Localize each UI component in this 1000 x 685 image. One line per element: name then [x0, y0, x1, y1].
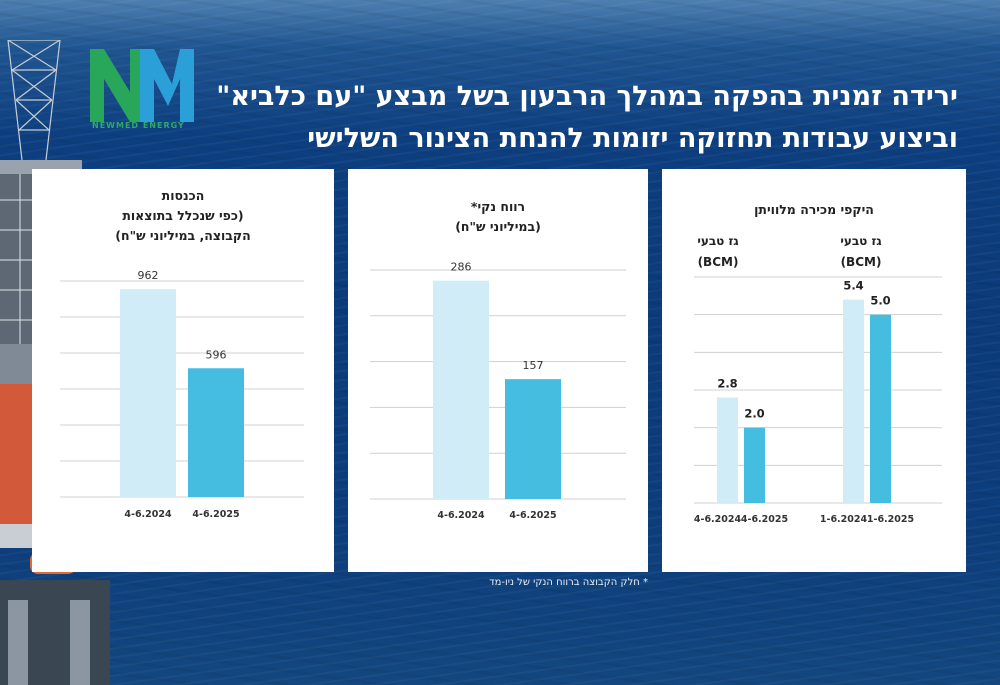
group-1-label: גז טבעי (BCM) [566, 231, 870, 273]
title-line: הכנסות [161, 188, 205, 203]
bar-value-label: 286 [451, 261, 472, 274]
headline-line-2: וביצוע עבודות תחזוקה יזומות להנחת הצינור… [307, 123, 958, 154]
bar-4-6.2025 [744, 427, 765, 503]
x-tick-label: 1-6.2024 [820, 514, 868, 525]
net-profit-chart: 286 4-6.2024 157 4-6.2025 [370, 261, 626, 521]
x-tick-label: 4-6.2024 [694, 514, 742, 525]
sales-volume-chart-panel: היקפי מכירה מלוויתן גז טבעי (BCM) גז טבע… [662, 169, 966, 572]
bar-1-6.2025 [870, 314, 891, 503]
bar-1-6.2024 [843, 299, 864, 503]
x-tick-label: 4-6.2025 [192, 509, 239, 520]
bar-value-label: 962 [138, 269, 159, 282]
bar-value-label: 157 [523, 359, 544, 372]
group-label-line: (BCM) [697, 255, 739, 269]
sales-volume-chart: 2.8 4-6.2024 2.0 4-6.2025 5.4 1-6.2024 5.0 1-6.… [694, 276, 942, 525]
bar-4-6.2024 [120, 289, 176, 497]
headline: ירידה זמנית בהפקה במהלך הרבעון בשל מבצע … [216, 76, 958, 160]
headline-line-1: ירידה זמנית בהפקה במהלך הרבעון בשל מבצע … [216, 81, 958, 112]
bar-4-6.2025 [188, 368, 244, 497]
bar-value-label: 5.0 [870, 294, 890, 308]
bar-value-label: 2.0 [744, 407, 764, 421]
x-tick-label: 4-6.2024 [437, 510, 485, 521]
group-label-line: גז טבעי [697, 234, 739, 248]
x-tick-label: 4-6.2025 [509, 510, 556, 521]
bar-4-6.2024 [433, 280, 489, 499]
net-profit-chart-title: רווח נקי* (במיליוני ש"ח) [348, 197, 648, 237]
group-label-line: גז טבעי [840, 234, 882, 248]
x-tick-label: 4-6.2025 [741, 514, 788, 525]
title-line: רווח נקי* [470, 199, 526, 214]
bar-4-6.2025 [505, 379, 561, 499]
footnote: * חלק הקבוצה ברווח הנקי של ניו-מד [489, 577, 648, 588]
x-tick-label: 1-6.2025 [867, 514, 914, 525]
revenue-chart: 962 4-6.2024 596 4-6.2025 [60, 269, 304, 520]
group-2-label: גז טבעי (BCM) [709, 231, 1000, 273]
title-line: היקפי מכירה מלוויתן [754, 202, 874, 217]
sales-volume-chart-title: היקפי מכירה מלוויתן [662, 200, 966, 220]
bar-4-6.2024 [717, 397, 738, 503]
x-tick-label: 4-6.2024 [124, 509, 172, 520]
title-line: הקבוצה, במיליוני ש"ח) [115, 228, 251, 243]
net-profit-chart-panel: רווח נקי* (במיליוני ש"ח) 286 4-6.2024 157 4… [348, 169, 648, 572]
revenue-chart-panel: הכנסות (כפי שנכלל בתוצאות הקבוצה, במיליו… [32, 169, 334, 572]
bar-value-label: 596 [206, 348, 227, 361]
title-line: (במיליוני ש"ח) [455, 219, 541, 234]
title-line: (כפי שנכלל בתוצאות [122, 208, 244, 223]
logo-text: NEWMED ENERGY [92, 121, 185, 130]
group-label-line: (BCM) [840, 255, 882, 269]
bar-value-label: 5.4 [843, 279, 863, 293]
bar-value-label: 2.8 [717, 377, 737, 391]
newmed-logo-icon [90, 49, 194, 122]
revenue-chart-title: הכנסות (כפי שנכלל בתוצאות הקבוצה, במיליו… [32, 186, 334, 246]
